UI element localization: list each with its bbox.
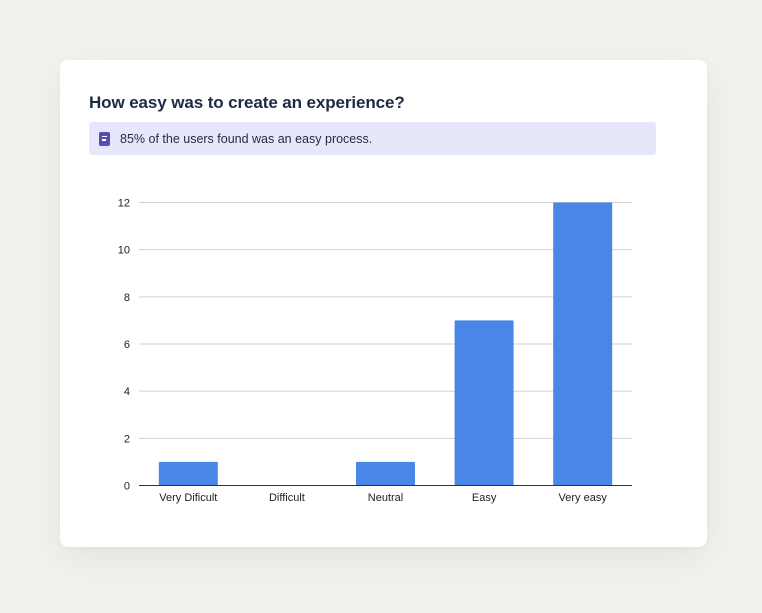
x-axis-ticks: Very Dificult Difficult Neutral Easy Very ea… [159, 492, 607, 504]
x-tick-label: Very easy [559, 492, 608, 504]
bar-very-easy [553, 202, 613, 486]
bar-chart: 0 2 4 6 8 10 12 Very Dificult Difficult Neutral E… [118, 198, 632, 504]
card-title: How easy was to create an experience? [89, 93, 405, 112]
bars [158, 202, 613, 486]
gridlines [139, 202, 632, 439]
x-tick-label: Very Dificult [159, 492, 217, 504]
x-tick-label: Easy [472, 492, 497, 504]
y-tick-label: 6 [124, 339, 130, 351]
y-tick-label: 12 [118, 198, 130, 210]
document-icon [99, 131, 110, 146]
callout-text: 85% of the users found was an easy proce… [120, 131, 373, 146]
y-tick-label: 10 [118, 245, 130, 257]
x-tick-label: Neutral [368, 492, 403, 504]
bar-neutral [356, 461, 415, 486]
y-tick-label: 4 [124, 386, 130, 398]
x-tick-label: Difficult [269, 492, 305, 504]
y-axis-ticks: 0 2 4 6 8 10 12 [118, 198, 130, 493]
y-tick-label: 2 [124, 433, 130, 445]
bar-very-dificult [158, 461, 218, 486]
y-tick-label: 8 [124, 292, 130, 304]
y-tick-label: 0 [124, 481, 130, 493]
summary-callout: 85% of the users found was an easy proce… [89, 122, 656, 155]
bar-easy [454, 320, 514, 486]
survey-card: How easy was to create an experience? 85… [60, 60, 707, 547]
